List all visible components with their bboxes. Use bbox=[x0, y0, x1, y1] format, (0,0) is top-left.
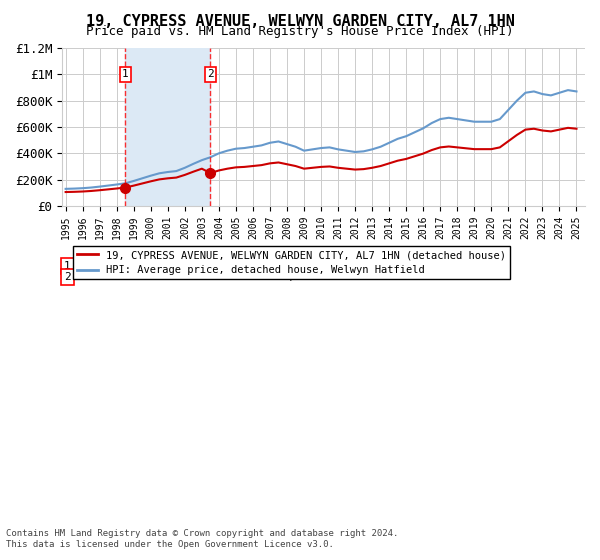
Text: 1: 1 bbox=[122, 69, 128, 80]
Text: 19, CYPRESS AVENUE, WELWYN GARDEN CITY, AL7 1HN: 19, CYPRESS AVENUE, WELWYN GARDEN CITY, … bbox=[86, 14, 514, 29]
Text: £139,950: £139,950 bbox=[261, 261, 315, 271]
Text: Contains HM Land Registry data © Crown copyright and database right 2024.
This d: Contains HM Land Registry data © Crown c… bbox=[6, 529, 398, 549]
Text: 20-JUN-2003: 20-JUN-2003 bbox=[99, 272, 173, 282]
Text: Price paid vs. HM Land Registry's House Price Index (HPI): Price paid vs. HM Land Registry's House … bbox=[86, 25, 514, 38]
Legend: 19, CYPRESS AVENUE, WELWYN GARDEN CITY, AL7 1HN (detached house), HPI: Average p: 19, CYPRESS AVENUE, WELWYN GARDEN CITY, … bbox=[73, 246, 510, 279]
Text: £249,500: £249,500 bbox=[261, 272, 315, 282]
Text: 1: 1 bbox=[64, 261, 71, 271]
Text: 40% ↓ HPI: 40% ↓ HPI bbox=[386, 272, 447, 282]
Text: 2: 2 bbox=[64, 272, 71, 282]
Bar bbox=[125, 48, 211, 206]
Text: 2: 2 bbox=[207, 69, 214, 80]
Text: 37% ↓ HPI: 37% ↓ HPI bbox=[386, 261, 447, 271]
Text: 30-JUN-1998: 30-JUN-1998 bbox=[99, 261, 173, 271]
